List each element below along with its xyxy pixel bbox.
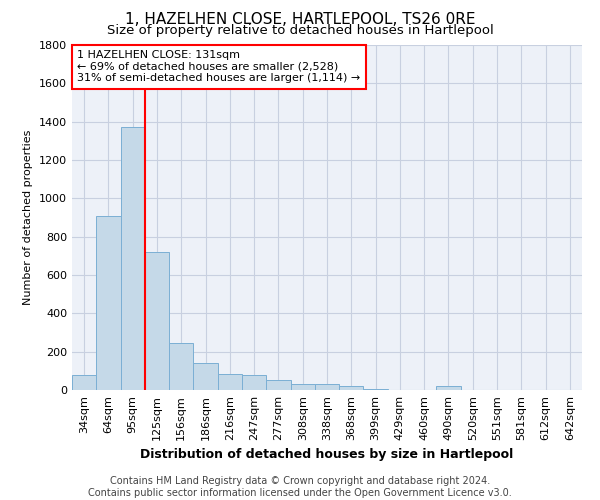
Bar bbox=[96, 216, 121, 390]
Bar bbox=[121, 128, 145, 390]
Text: Contains HM Land Registry data © Crown copyright and database right 2024.
Contai: Contains HM Land Registry data © Crown c… bbox=[88, 476, 512, 498]
Bar bbox=[266, 380, 290, 390]
Text: 1, HAZELHEN CLOSE, HARTLEPOOL, TS26 0RE: 1, HAZELHEN CLOSE, HARTLEPOOL, TS26 0RE bbox=[125, 12, 475, 28]
Bar bbox=[218, 374, 242, 390]
Bar bbox=[193, 363, 218, 390]
Text: Size of property relative to detached houses in Hartlepool: Size of property relative to detached ho… bbox=[107, 24, 493, 37]
Y-axis label: Number of detached properties: Number of detached properties bbox=[23, 130, 34, 305]
Bar bbox=[72, 374, 96, 390]
X-axis label: Distribution of detached houses by size in Hartlepool: Distribution of detached houses by size … bbox=[140, 448, 514, 462]
Bar bbox=[436, 386, 461, 390]
Bar bbox=[364, 389, 388, 390]
Text: 1 HAZELHEN CLOSE: 131sqm
← 69% of detached houses are smaller (2,528)
31% of sem: 1 HAZELHEN CLOSE: 131sqm ← 69% of detach… bbox=[77, 50, 361, 84]
Bar bbox=[290, 384, 315, 390]
Bar bbox=[145, 252, 169, 390]
Bar bbox=[169, 343, 193, 390]
Bar bbox=[242, 374, 266, 390]
Bar bbox=[315, 384, 339, 390]
Bar bbox=[339, 386, 364, 390]
